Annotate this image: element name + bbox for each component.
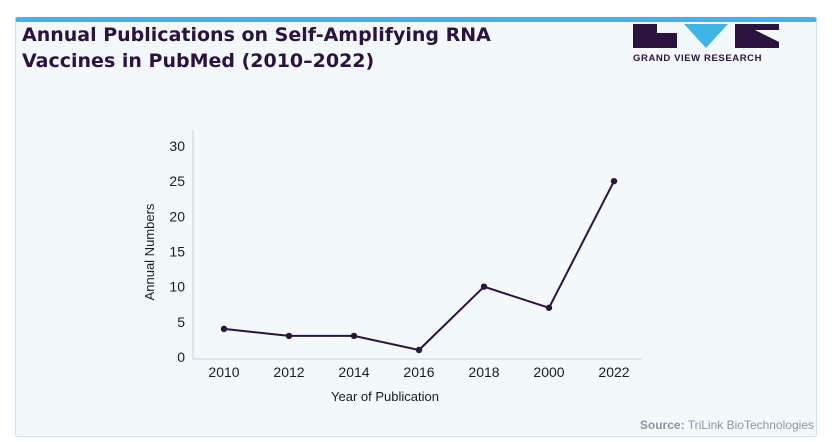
- x-tick-label: 2016: [403, 364, 434, 380]
- chart-axes: [192, 130, 642, 360]
- y-tick-label: 25: [169, 173, 185, 189]
- chart-title: Annual Publications on Self-Amplifying R…: [22, 22, 582, 74]
- y-tick-label: 30: [169, 138, 185, 154]
- x-tick-label: 2012: [273, 364, 304, 380]
- data-point: [610, 177, 618, 185]
- data-point: [285, 332, 293, 340]
- data-point: [350, 332, 358, 340]
- series-line: [223, 180, 615, 351]
- data-point: [545, 304, 553, 311]
- x-tick-label: 2018: [468, 364, 499, 380]
- y-tick-label: 10: [169, 279, 185, 295]
- brand-name: GRAND VIEW RESEARCH: [633, 53, 763, 64]
- x-tick-label: 2000: [533, 364, 564, 380]
- title-line-1: Annual Publications on Self-Amplifying R…: [22, 24, 491, 46]
- data-point: [415, 346, 423, 354]
- x-tick-label: 2010: [208, 364, 239, 380]
- y-tick-labels: 0 5 10 15 20 25 30: [169, 138, 185, 365]
- chart-card: [15, 17, 817, 437]
- title-line-2: Vaccines in PubMed (2010–2022): [22, 50, 375, 72]
- x-tick-label: 2014: [338, 364, 369, 380]
- x-axis-title: Year of Publication: [331, 389, 439, 404]
- data-points: [220, 177, 618, 354]
- source-note: Source: TriLink BioTechnologies: [640, 418, 814, 432]
- y-tick-label: 0: [177, 349, 185, 365]
- y-tick-label: 20: [169, 208, 185, 224]
- y-tick-label: 5: [177, 314, 185, 330]
- data-point: [220, 325, 228, 333]
- source-text: TriLink BioTechnologies: [687, 418, 814, 432]
- x-tick-labels: 2010 2012 2014 2016 2018 2000 2022: [208, 364, 629, 380]
- logo-chevron: [684, 24, 728, 48]
- logo-right-cut: [755, 30, 779, 42]
- y-axis-title: Annual Numbers: [142, 203, 157, 300]
- data-point: [480, 283, 488, 290]
- x-tick-label: 2022: [598, 364, 629, 380]
- y-tick-label: 15: [169, 244, 185, 260]
- brand-logo-icon: [633, 24, 779, 48]
- logo-left-notch: [657, 24, 677, 33]
- source-label: Source:: [639, 418, 685, 432]
